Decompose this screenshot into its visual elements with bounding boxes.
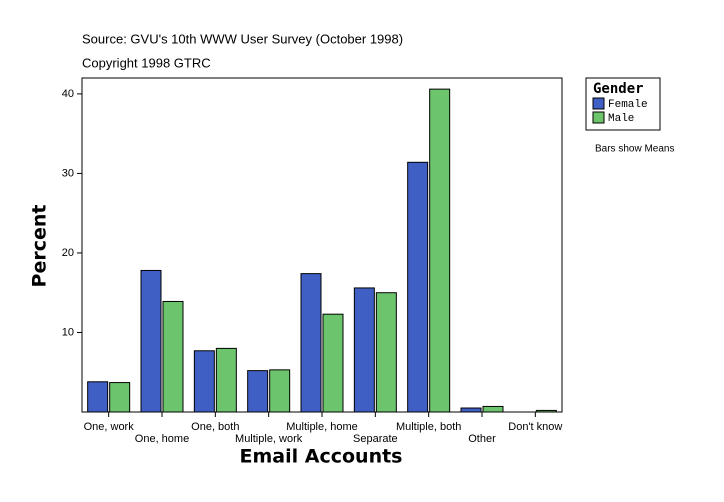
x-tick-label: Separate <box>353 433 398 445</box>
bar <box>429 88 451 413</box>
bar <box>87 381 109 413</box>
bar <box>215 347 237 413</box>
legend-label: Female <box>608 99 648 111</box>
bar <box>300 273 322 413</box>
bar <box>482 405 504 413</box>
x-tick-label: Multiple, work <box>235 433 303 445</box>
bar <box>460 407 482 413</box>
bar <box>162 300 184 413</box>
bar <box>140 269 162 413</box>
bar <box>407 161 429 413</box>
chart-title: Source: GVU's 10th WWW User Survey (Octo… <box>82 31 403 46</box>
x-tick-label: Don't know <box>508 421 562 433</box>
x-tick-label: One, both <box>191 421 239 433</box>
note: Bars show Means <box>595 144 674 155</box>
legend-title: Gender <box>593 81 644 97</box>
y-tick-label: 20 <box>62 247 74 259</box>
bar <box>269 369 291 413</box>
bar <box>193 350 215 413</box>
legend-swatch <box>592 97 605 110</box>
bar <box>109 382 131 413</box>
x-tick-label: Multiple, home <box>286 421 358 433</box>
bar <box>322 313 344 413</box>
chart-subtitle: Copyright 1998 GTRC <box>82 55 211 70</box>
bar <box>535 409 557 413</box>
legend-swatch <box>592 111 605 124</box>
x-axis-title: Email Accounts <box>240 446 403 468</box>
y-axis-title: Percent <box>29 205 51 288</box>
x-tick-label: Other <box>468 433 496 445</box>
x-tick-label: One, work <box>84 421 135 433</box>
y-tick-label: 40 <box>62 88 74 100</box>
bar <box>375 292 397 413</box>
legend-label: Male <box>608 113 634 125</box>
x-tick-label: Multiple, both <box>396 421 461 433</box>
y-tick-label: 30 <box>62 167 74 179</box>
bar <box>247 370 269 413</box>
y-tick-label: 10 <box>62 326 74 338</box>
x-tick-label: One, home <box>135 433 189 445</box>
bar <box>353 287 375 413</box>
